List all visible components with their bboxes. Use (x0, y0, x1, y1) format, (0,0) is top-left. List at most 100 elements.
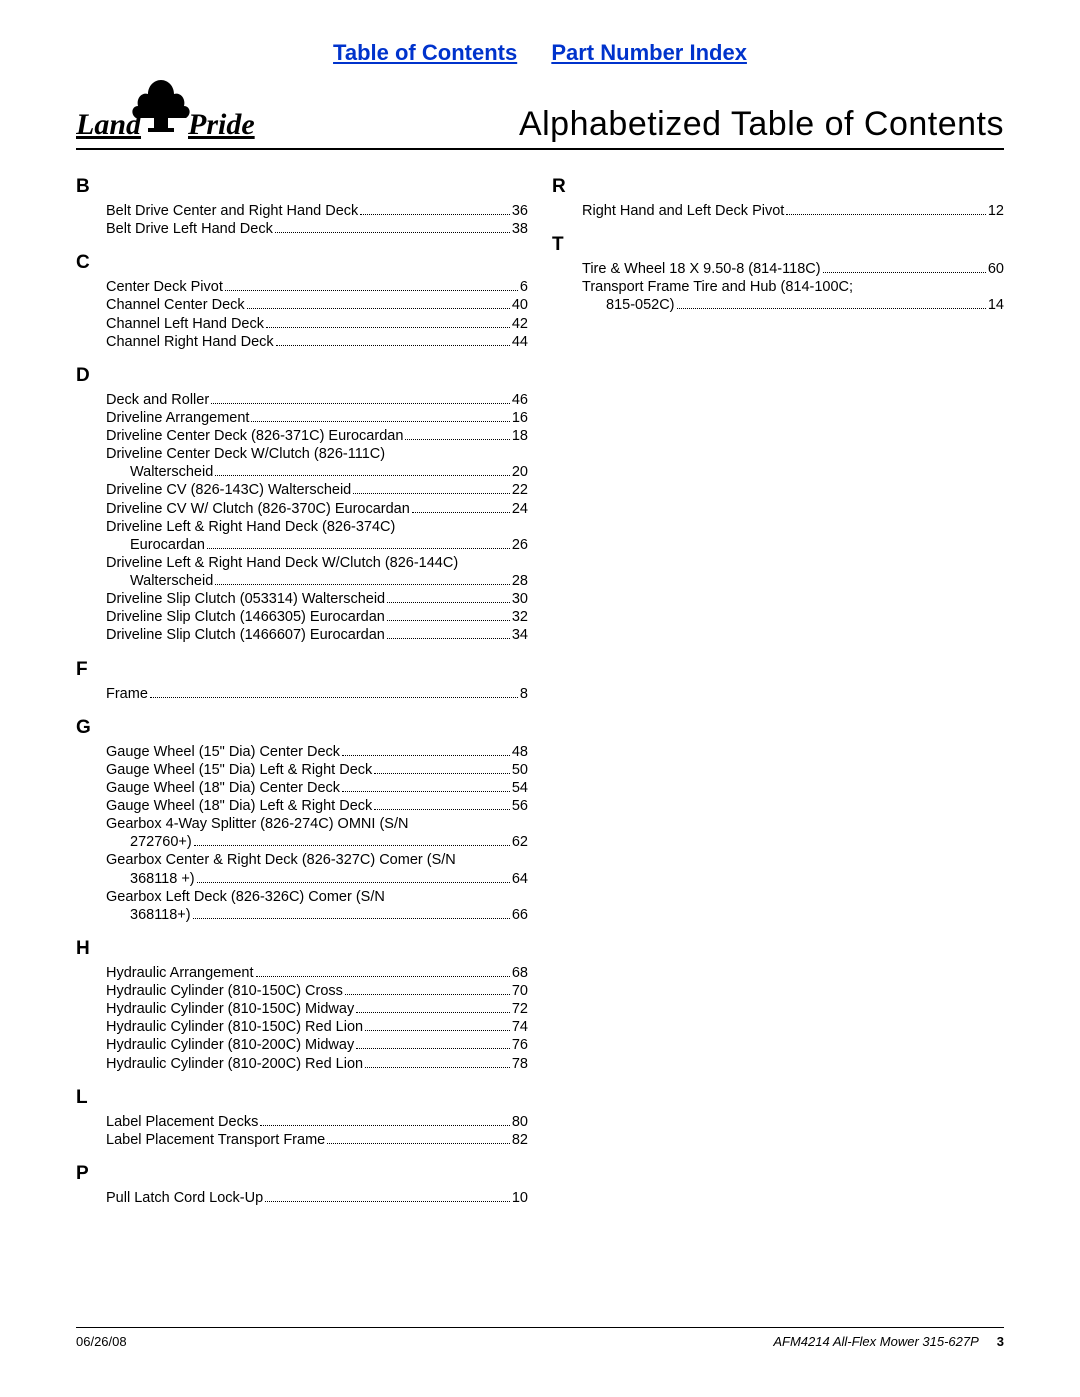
toc-letter-heading: C (76, 252, 528, 274)
toc-entry-page: 24 (512, 500, 528, 518)
toc-entry-label: Hydraulic Cylinder (810-200C) Red Lion (106, 1055, 363, 1073)
toc-entry-label: Driveline CV (826-143C) Walterscheid (106, 481, 351, 499)
toc-entry-label: Driveline Slip Clutch (053314) Waltersch… (106, 590, 385, 608)
toc-entry-list: Right Hand and Left Deck Pivot 12 (552, 202, 1004, 220)
toc-leader-dots (342, 755, 510, 756)
toc-entry: Hydraulic Cylinder (810-150C) Red Lion 74 (106, 1018, 528, 1036)
toc-entry-label: Channel Center Deck (106, 296, 245, 314)
toc-leader-dots (251, 421, 509, 422)
footer-page-number: 3 (997, 1334, 1004, 1349)
toc-entry-label: Driveline Center Deck (826-371C) Eurocar… (106, 427, 403, 445)
toc-leader-dots (276, 345, 510, 346)
toc-entry-page: 36 (512, 202, 528, 220)
toc-entry-label: Walterscheid (106, 463, 213, 481)
toc-entry-list: Deck and Roller46Driveline Arrangement16… (76, 391, 528, 645)
toc-entry-page: 30 (512, 590, 528, 608)
toc-entry-label: Belt Drive Left Hand Deck (106, 220, 273, 238)
toc-entry: Deck and Roller46 (106, 391, 528, 409)
toc-entry: Driveline CV (826-143C) Walterscheid22 (106, 481, 528, 499)
toc-entry-page: 56 (512, 797, 528, 815)
toc-entry: Center Deck Pivot 6 (106, 278, 528, 296)
toc-column: B Belt Drive Center and Right Hand Deck36… (76, 162, 528, 1207)
toc-entry-label: Deck and Roller (106, 391, 209, 409)
toc-entry-label: Channel Right Hand Deck (106, 333, 274, 351)
toc-entry: 815-052C)14 (582, 296, 1004, 314)
toc-entry-label: 368118 +) (106, 870, 195, 888)
toc-leader-dots (150, 697, 518, 698)
toc-letter-heading: G (76, 717, 528, 739)
toc-entry: Gauge Wheel (15" Dia) Center Deck48 (106, 743, 528, 761)
toc-letter-heading: T (552, 234, 1004, 256)
footer-model: AFM4214 All-Flex Mower 315-627P (773, 1334, 978, 1349)
toc-entry: Channel Center Deck40 (106, 296, 528, 314)
toc-leader-dots (260, 1125, 510, 1126)
toc-entry: 368118 +)64 (106, 870, 528, 888)
toc-entry-label: Frame (106, 685, 148, 703)
toc-letter-heading: P (76, 1163, 528, 1185)
toc-leader-dots (215, 475, 510, 476)
toc-entry: Driveline Center Deck (826-371C) Eurocar… (106, 427, 528, 445)
toc-entry-label: Label Placement Transport Frame (106, 1131, 325, 1149)
toc-entry: Driveline Slip Clutch (053314) Waltersch… (106, 590, 528, 608)
toc-letter-heading: F (76, 659, 528, 681)
toc-entry-page: 32 (512, 608, 528, 626)
svg-text:Land: Land (76, 108, 142, 141)
toc-entry: Driveline Center Deck W/Clutch (826-111C… (106, 445, 528, 463)
toc-leader-dots (365, 1067, 510, 1068)
footer: 06/26/08 AFM4214 All-Flex Mower 315-627P… (76, 1327, 1004, 1349)
toc-entry-label: Right Hand and Left Deck Pivot (582, 202, 784, 220)
toc-entry: Gauge Wheel (18" Dia) Left & Right Deck5… (106, 797, 528, 815)
toc-entry-list: Pull Latch Cord Lock-Up10 (76, 1189, 528, 1207)
toc-entry-label: Walterscheid (106, 572, 213, 590)
toc-entry: Channel Left Hand Deck42 (106, 315, 528, 333)
toc-entry: Pull Latch Cord Lock-Up10 (106, 1189, 528, 1207)
toc-entry-page: 26 (512, 536, 528, 554)
toc-entry: Eurocardan26 (106, 536, 528, 554)
toc-entry-page: 50 (512, 761, 528, 779)
toc-entry-label: Driveline Center Deck W/Clutch (826-111C… (106, 445, 385, 463)
toc-entry-page: 6 (520, 278, 528, 296)
toc-entry: Hydraulic Cylinder (810-150C) Midway72 (106, 1000, 528, 1018)
toc-entry-page: 78 (512, 1055, 528, 1073)
toc-entry-label: Hydraulic Cylinder (810-200C) Midway (106, 1036, 354, 1054)
toc-leader-dots (345, 994, 510, 995)
toc-leader-dots (194, 845, 510, 846)
toc-entry-label: Driveline Slip Clutch (1466305) Eurocard… (106, 608, 385, 626)
toc-entry-label: Hydraulic Cylinder (810-150C) Cross (106, 982, 343, 1000)
toc-entry-list: Belt Drive Center and Right Hand Deck36B… (76, 202, 528, 238)
toc-entry: Gearbox 4-Way Splitter (826-274C) OMNI (… (106, 815, 528, 833)
link-toc[interactable]: Table of Contents (333, 40, 517, 65)
toc-entry-page: 12 (988, 202, 1004, 220)
toc-leader-dots (256, 976, 510, 977)
toc-leader-dots (374, 773, 510, 774)
toc-leader-dots (342, 791, 510, 792)
svg-text:Pride: Pride (187, 108, 255, 141)
toc-letter-heading: B (76, 176, 528, 198)
toc-leader-dots (823, 272, 986, 273)
toc-entry-page: 70 (512, 982, 528, 1000)
toc-leader-dots (193, 918, 510, 919)
link-part-number-index[interactable]: Part Number Index (551, 40, 747, 65)
toc-entry-page: 72 (512, 1000, 528, 1018)
toc-entry: Gauge Wheel (15" Dia) Left & Right Deck5… (106, 761, 528, 779)
toc-leader-dots (265, 1201, 510, 1202)
toc-leader-dots (356, 1012, 510, 1013)
toc-entry: Driveline Left & Right Hand Deck (826-37… (106, 518, 528, 536)
toc-leader-dots (356, 1048, 510, 1049)
toc-leader-dots (327, 1143, 510, 1144)
toc-entry: Gearbox Left Deck (826-326C) Comer (S/N (106, 888, 528, 906)
toc-entry-page: 74 (512, 1018, 528, 1036)
toc-leader-dots (405, 439, 509, 440)
toc-entry-label: Center Deck Pivot (106, 278, 223, 296)
toc-entry-page: 66 (512, 906, 528, 924)
toc-entry-label: 815-052C) (582, 296, 675, 314)
toc-entry-page: 34 (512, 626, 528, 644)
toc-entry: Channel Right Hand Deck44 (106, 333, 528, 351)
toc-entry-label: 368118+) (106, 906, 191, 924)
toc-entry: Gearbox Center & Right Deck (826-327C) C… (106, 851, 528, 869)
toc-entry: Hydraulic Cylinder (810-150C) Cross 70 (106, 982, 528, 1000)
toc-leader-dots (225, 290, 518, 291)
toc-entry-label: Hydraulic Arrangement (106, 964, 254, 982)
toc-entry-label: Gauge Wheel (18" Dia) Center Deck (106, 779, 340, 797)
toc-entry-label: Hydraulic Cylinder (810-150C) Red Lion (106, 1018, 363, 1036)
